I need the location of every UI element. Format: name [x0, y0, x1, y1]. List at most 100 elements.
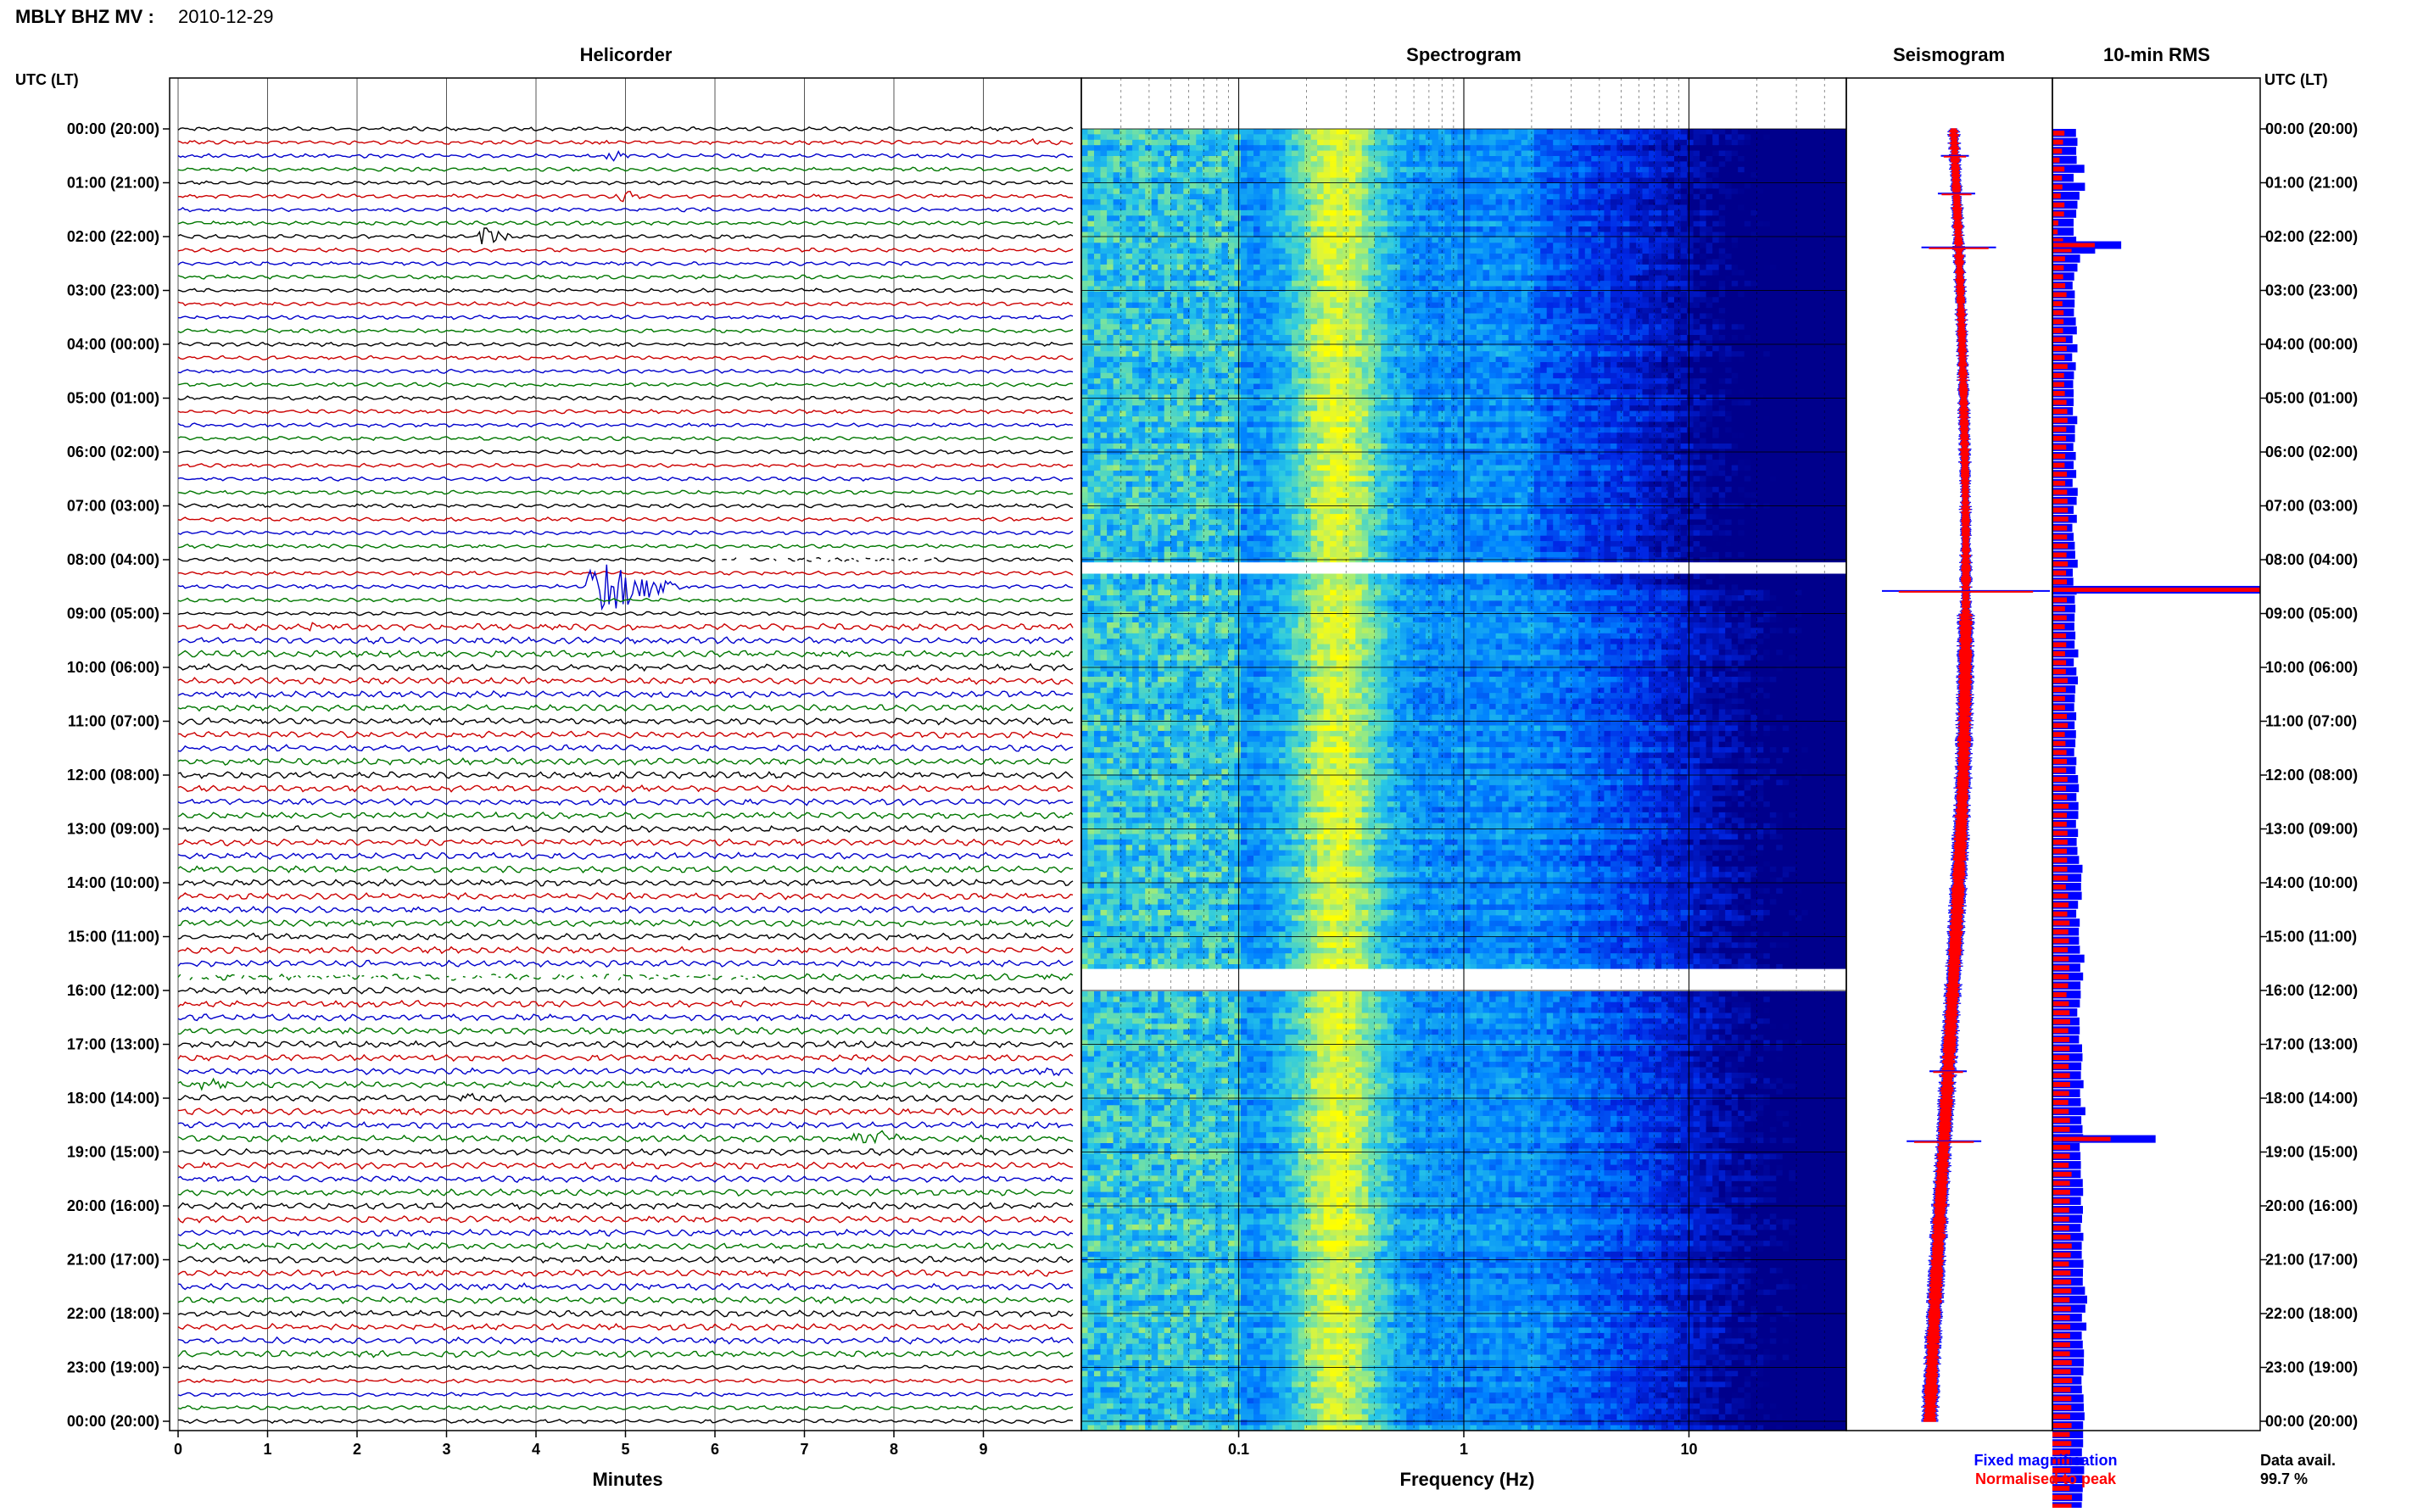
spectrogram-cell [1725, 188, 1732, 194]
spectrogram-cell [1694, 129, 1700, 135]
spectrogram-cell [1808, 183, 1815, 189]
spectrogram-cell [1337, 167, 1343, 173]
spectrogram-cell [1471, 188, 1477, 194]
spectrogram-cell [1177, 172, 1184, 178]
spectrogram-cell [1393, 172, 1400, 178]
spectrogram-cell [1540, 172, 1547, 178]
spectrogram-cell [1471, 161, 1477, 167]
spectrogram-cell [1234, 167, 1241, 173]
spectrogram-cell [1770, 188, 1777, 194]
spectrogram-cell [1712, 188, 1719, 194]
spectrogram-cell [1177, 167, 1184, 173]
spectrogram-cell [1253, 129, 1260, 135]
spectrogram-cell [1145, 151, 1152, 157]
spectrogram-cell [1400, 161, 1407, 167]
spectrogram-cell [1674, 172, 1681, 178]
spectrogram-cell [1515, 188, 1521, 194]
spectrogram-cell [1190, 183, 1197, 189]
spectrogram-cell [1215, 156, 1222, 162]
spectrogram-cell [1598, 183, 1605, 189]
spectrogram-cell [1706, 161, 1713, 167]
spectrogram-cell [1611, 167, 1617, 173]
spectrogram-cell [1521, 183, 1528, 189]
spectrogram-cell [1604, 151, 1611, 157]
spectrogram-cell [1107, 156, 1114, 162]
spectrogram-cell [1228, 161, 1235, 167]
spectrogram-cell [1674, 145, 1681, 151]
spectrogram-cell [1304, 167, 1311, 173]
spectrogram-cell [1738, 151, 1745, 157]
spectrogram-cell [1496, 161, 1503, 167]
spectrogram-cell [1375, 129, 1382, 135]
spectrogram-cell [1560, 183, 1566, 189]
spectrogram-cell [1636, 134, 1643, 140]
spectrogram-cell [1553, 161, 1560, 167]
spectrogram-cell [1566, 188, 1572, 194]
spectrogram-cell [1598, 129, 1605, 135]
spectrogram-cell [1668, 172, 1675, 178]
spectrogram-cell [1681, 161, 1688, 167]
spectrogram-cell [1400, 129, 1407, 135]
spectrogram-cell [1623, 151, 1630, 157]
spectrogram-cell [1432, 140, 1438, 146]
spectrogram-cell [1304, 129, 1311, 135]
spectrogram-cell [1196, 129, 1203, 135]
spectrogram-cell [1221, 129, 1228, 135]
spectrogram-cell [1126, 183, 1133, 189]
spectrogram-cell [1674, 167, 1681, 173]
spectrogram-cell [1757, 172, 1764, 178]
spectrogram-cell [1502, 145, 1509, 151]
spectrogram-cell [1578, 161, 1585, 167]
spectrogram-cell [1445, 188, 1452, 194]
spectrogram-cell [1738, 134, 1745, 140]
spectrogram-cell [1578, 183, 1585, 189]
spectrogram-cell [1527, 129, 1534, 135]
spectrogram-cell [1081, 161, 1088, 167]
spectrogram-cell [1801, 134, 1808, 140]
spectrogram-cell [1114, 172, 1120, 178]
spectrogram-cell [1763, 151, 1770, 157]
spectrogram-cell [1241, 188, 1248, 194]
spectrogram-cell [1241, 134, 1248, 140]
spectrogram-cell [1643, 134, 1650, 140]
spectrogram-cell [1515, 145, 1521, 151]
spectrogram-cell [1509, 161, 1516, 167]
spectrogram-cell [1808, 167, 1815, 173]
spectrogram-cell [1611, 156, 1617, 162]
spectrogram-cell [1324, 145, 1331, 151]
spectrogram-cell [1126, 145, 1133, 151]
spectrogram-cell [1324, 183, 1331, 189]
spectrogram-cell [1177, 134, 1184, 140]
spectrogram-cell [1387, 161, 1394, 167]
spectrogram-cell [1706, 145, 1713, 151]
spectrogram-cell [1636, 183, 1643, 189]
spectrogram-cell [1515, 134, 1521, 140]
spectrogram-cell [1228, 172, 1235, 178]
spectrogram-cell [1604, 140, 1611, 146]
spectrogram-cell [1700, 129, 1706, 135]
spectrogram-cell [1324, 167, 1331, 173]
spectrogram-cell [1247, 156, 1253, 162]
spectrogram-cell [1419, 161, 1426, 167]
spectrogram-cell [1745, 167, 1751, 173]
spectrogram-cell [1375, 167, 1382, 173]
spectrogram-cell [1458, 167, 1465, 173]
spectrogram-cell [1629, 161, 1636, 167]
spectrogram-cell [1279, 129, 1286, 135]
spectrogram-cell [1738, 156, 1745, 162]
spectrogram-cell [1527, 172, 1534, 178]
spectrogram-cell [1591, 134, 1598, 140]
spectrogram-cell [1776, 167, 1783, 173]
spectrogram-cell [1094, 145, 1101, 151]
spectrogram-cell [1298, 183, 1305, 189]
spectrogram-cell [1419, 156, 1426, 162]
spectrogram-cell [1196, 188, 1203, 194]
spectrogram-cell [1107, 129, 1114, 135]
spectrogram-cell [1509, 156, 1516, 162]
spectrogram-cell [1694, 145, 1700, 151]
spectrogram-cell [1534, 145, 1541, 151]
spectrogram-cell [1591, 140, 1598, 146]
spectrogram-cell [1387, 151, 1394, 157]
spectrogram-cell [1489, 151, 1496, 157]
spectrogram-cell [1337, 129, 1343, 135]
